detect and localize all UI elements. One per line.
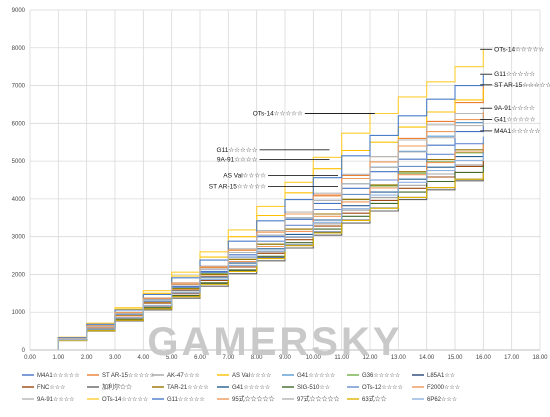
x-tick-label: 10.00 xyxy=(306,355,322,361)
y-tick-label: 8000 xyxy=(12,46,26,52)
legend-label: FNC☆☆☆ xyxy=(37,384,65,391)
x-tick-label: 13.00 xyxy=(391,355,407,361)
legend-label: G41☆☆☆☆☆ xyxy=(297,372,335,379)
legend-label: ST AR-15☆☆☆☆☆ xyxy=(102,372,155,379)
x-tick-label: 17.00 xyxy=(504,355,520,361)
annotation-label: 9A-91☆☆☆☆ xyxy=(217,156,258,164)
x-tick-label: 7.00 xyxy=(222,355,234,361)
watermark: GAMERSKY xyxy=(147,320,402,364)
annotation-label: ST AR-15☆☆☆☆☆ xyxy=(494,81,550,89)
legend-label: AS Val☆☆☆☆ xyxy=(232,372,271,379)
annotation-label: ST AR-15☆☆☆☆☆ xyxy=(209,182,266,190)
legend-label: 6P62☆☆☆ xyxy=(427,396,457,403)
axes: 0.00 1.00 2.00 3.00 4.00 5.00 6.00 7.00 8.00 9.00… xyxy=(12,8,549,361)
y-tick-label: 7000 xyxy=(12,84,26,90)
y-tick-label: 5000 xyxy=(12,159,26,165)
x-tick-label: 15.00 xyxy=(447,355,463,361)
annotation-label: G11☆☆☆☆☆ xyxy=(494,70,535,78)
y-tick-label: 9000 xyxy=(12,8,26,14)
series-line xyxy=(44,152,484,351)
legend-label: F2000☆☆☆ xyxy=(427,384,460,391)
y-tick-label: 3000 xyxy=(12,235,26,241)
y-tick-label: 2000 xyxy=(12,272,26,278)
legend-label: G36☆☆☆☆☆ xyxy=(362,372,400,379)
annotation-label: OTs-14☆☆☆☆☆ xyxy=(253,110,303,118)
x-tick-label: 14.00 xyxy=(419,355,435,361)
y-tick-label: 4000 xyxy=(12,197,26,203)
x-tick-label: 0.00 xyxy=(24,355,36,361)
legend-label: G41☆☆☆☆☆ xyxy=(232,384,270,391)
y-tick-label: 6000 xyxy=(12,121,26,127)
legend-label: L85A1☆☆ xyxy=(427,372,455,379)
x-tick-label: 9.00 xyxy=(279,355,291,361)
x-tick-label: 11.00 xyxy=(334,355,349,361)
legend-label: SIG-510☆☆ xyxy=(297,384,330,391)
legend-label: G11☆☆☆☆☆ xyxy=(167,396,205,403)
x-tick-label: 2.00 xyxy=(81,355,93,361)
annotations: OTs-14☆☆☆☆☆ G11☆☆☆☆☆ ST AR-15☆☆☆☆☆ 9A-91☆☆☆… xyxy=(209,45,550,190)
annotation-label: AS Val☆☆☆☆ xyxy=(223,171,266,179)
legend-label: OTs-14☆☆☆☆☆ xyxy=(102,396,148,403)
legend-label: OTs-12☆☆☆☆ xyxy=(362,384,403,391)
x-tick-label: 1.00 xyxy=(52,355,64,361)
annotation-label: M4A1☆☆☆☆☆ xyxy=(494,127,540,135)
x-tick-label: 16.00 xyxy=(476,355,492,361)
legend-label: 加利尔☆☆ xyxy=(102,383,132,391)
legend-label: M4A1☆☆☆☆☆ xyxy=(37,372,80,379)
x-tick-label: 8.00 xyxy=(251,355,263,361)
annotation-label: 9A-91☆☆☆☆ xyxy=(494,104,535,112)
legend-label: 63式☆☆ xyxy=(362,395,387,403)
annotation-label: G11☆☆☆☆☆ xyxy=(217,146,258,154)
legend: M4A1☆☆☆☆☆ ST AR-15☆☆☆☆☆ AK-47☆☆☆ AS Val☆☆☆☆… xyxy=(22,372,460,403)
annotation-label: OTs-14☆☆☆☆☆ xyxy=(494,45,544,53)
annotation-label: G41☆☆☆☆☆ xyxy=(494,116,536,124)
x-tick-label: 5.00 xyxy=(166,355,178,361)
x-tick-label: 12.00 xyxy=(362,355,378,361)
x-tick-label: 3.00 xyxy=(109,355,121,361)
legend-label: 97式☆☆☆☆☆ xyxy=(297,395,340,403)
legend-label: TAR-21☆☆☆☆ xyxy=(167,384,209,391)
y-tick-label: 1000 xyxy=(12,310,26,316)
x-tick-label: 6.00 xyxy=(194,355,206,361)
x-tick-label: 18.00 xyxy=(532,355,548,361)
series-lines xyxy=(44,49,484,351)
y-tick-label: 0 xyxy=(22,348,26,354)
legend-label: 9A-91☆☆☆☆ xyxy=(37,396,75,403)
legend-label: 95式☆☆☆☆☆ xyxy=(232,395,275,403)
legend-label: AK-47☆☆☆ xyxy=(167,372,200,379)
x-tick-label: 4.00 xyxy=(137,355,149,361)
